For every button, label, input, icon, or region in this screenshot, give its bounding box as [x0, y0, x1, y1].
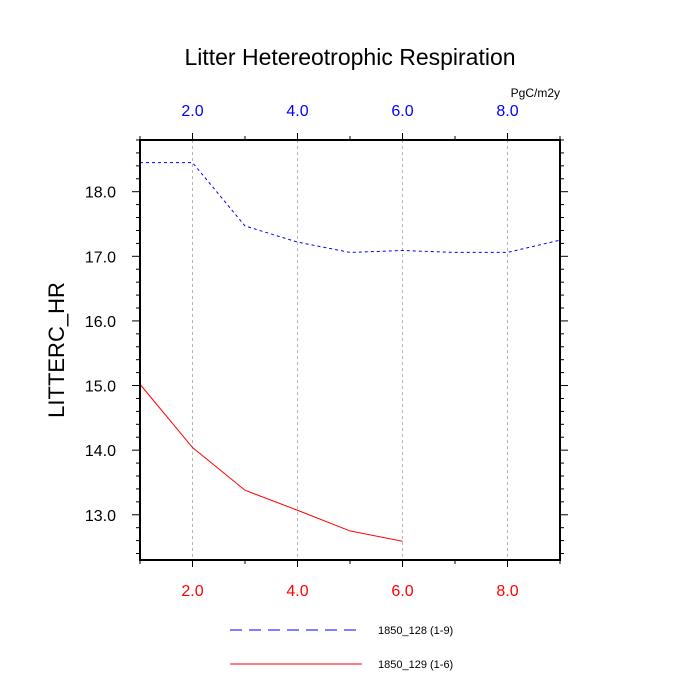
y-axis-label: LITTERC_HR: [44, 282, 69, 418]
x-tick-label-bottom: 2.0: [181, 583, 203, 600]
series-line-2: [139, 383, 403, 542]
x-tick-label-bottom: 8.0: [496, 583, 518, 600]
legend-label-2: 1850_129 (1-6): [378, 659, 453, 671]
y-tick-label: 18.0: [85, 185, 116, 202]
plot-border: [139, 139, 561, 561]
series-layer: [139, 162, 561, 542]
x-tick-label-top: 8.0: [496, 103, 518, 120]
x-tick-label-top: 4.0: [286, 103, 308, 120]
y-tick-label: 16.0: [85, 314, 116, 331]
x-tick-label-bottom: 4.0: [286, 583, 308, 600]
x-tick-label-top: 6.0: [391, 103, 413, 120]
x-tick-label-top: 2.0: [181, 103, 203, 120]
grid-layer: [192, 140, 508, 560]
legend: 1850_128 (1-9) 1850_129 (1-6): [230, 625, 453, 671]
y-tick-label: 15.0: [85, 379, 116, 396]
legend-label-1: 1850_128 (1-9): [378, 625, 453, 637]
x-tick-label-bottom: 6.0: [391, 583, 413, 600]
y-tick-label: 14.0: [85, 443, 116, 460]
top-axis-unit-label: PgC/m2y: [511, 86, 560, 100]
y-tick-label: 13.0: [85, 508, 116, 525]
series-line-1: [140, 162, 561, 253]
axis-layer: 2.0 2.0 4.0 4.0 6.0 6.0 8.0 8.0 13.0 14.0 15.0 16.0…: [85, 103, 568, 600]
y-tick-label: 17.0: [85, 249, 116, 266]
chart-title: Litter Hetereotrophic Respiration: [184, 44, 515, 70]
